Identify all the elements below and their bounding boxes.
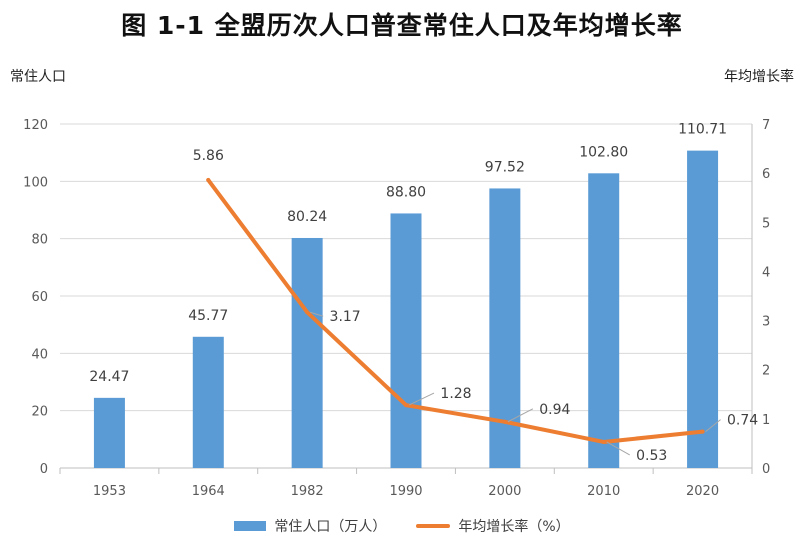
leader-line <box>309 311 324 317</box>
legend-item-growth: 年均增长率（%） <box>416 516 570 536</box>
legend: 常住人口（万人） 年均增长率（%） <box>0 516 804 536</box>
line-data-label: 3.17 <box>330 309 361 325</box>
y-right-tick-label: 2 <box>762 364 770 379</box>
leader-line <box>507 408 534 423</box>
y-left-tick-label: 60 <box>31 290 48 305</box>
bar <box>390 213 422 468</box>
growth-rate-point <box>206 178 211 183</box>
x-tick-label: 1953 <box>93 484 126 499</box>
line-data-label: 0.53 <box>636 448 667 464</box>
y-left-tick-label: 20 <box>31 405 48 420</box>
y-right-tick-label: 0 <box>762 462 770 477</box>
y-right-tick-label: 3 <box>762 315 770 330</box>
line-data-label: 5.86 <box>193 148 224 164</box>
line-data-label: 0.94 <box>539 402 570 418</box>
chart-title: 图 1-1 全盟历次人口普查常住人口及年均增长率 <box>121 11 683 40</box>
y-left-tick-label: 40 <box>31 347 48 362</box>
bar <box>489 188 521 468</box>
x-tick-label: 2000 <box>488 484 521 499</box>
bar-data-label: 97.52 <box>485 159 525 175</box>
y-left-tick-label: 0 <box>40 462 48 477</box>
y-left-tick-label: 80 <box>31 233 48 248</box>
legend-label-population: 常住人口（万人） <box>274 519 387 535</box>
bar-data-label: 24.47 <box>89 369 129 385</box>
legend-label-growth: 年均增长率（%） <box>458 519 570 535</box>
x-tick-label: 2020 <box>686 484 719 499</box>
x-tick-label: 2010 <box>587 484 620 499</box>
leader-line <box>606 441 630 456</box>
y-right-tick-label: 1 <box>762 413 770 428</box>
bar <box>588 173 620 468</box>
growth-rate-line <box>206 178 705 444</box>
y-right-tick-label: 6 <box>762 167 770 182</box>
y-right-tick-label: 5 <box>762 216 770 231</box>
growth-rate-point <box>601 439 606 444</box>
bar <box>192 336 224 468</box>
line-data-label: 1.28 <box>440 386 471 402</box>
y-right-tick-label: 4 <box>762 265 770 280</box>
x-tick-label: 1964 <box>192 484 225 499</box>
growth-rate-point <box>502 419 507 424</box>
growth-rate-point <box>305 310 310 315</box>
bar-data-label: 102.80 <box>579 144 628 160</box>
bar <box>93 397 125 468</box>
y-right-tick-label: 7 <box>762 118 770 133</box>
growth-rate-point <box>404 403 408 408</box>
bar-data-label: 110.71 <box>678 122 727 138</box>
legend-line-swatch <box>416 524 451 528</box>
line-data-label: 0.74 <box>727 413 758 429</box>
legend-bar-swatch <box>234 521 267 531</box>
bar-data-label: 80.24 <box>287 209 327 225</box>
x-tick-label: 1990 <box>389 484 422 499</box>
leader-line <box>705 419 721 433</box>
bar <box>291 237 323 468</box>
right-axis-title: 年均增长率 <box>724 69 794 85</box>
bar-data-label: 88.80 <box>386 184 426 200</box>
leader-line <box>408 392 435 406</box>
bar <box>687 150 719 468</box>
left-axis-title: 常住人口 <box>10 69 66 85</box>
bar-data-label: 45.77 <box>188 308 228 324</box>
y-left-tick-label: 100 <box>23 175 48 190</box>
x-tick-label: 1982 <box>291 484 324 499</box>
growth-rate-point <box>700 429 705 434</box>
y-left-tick-label: 120 <box>23 118 48 133</box>
legend-item-population: 常住人口（万人） <box>234 516 386 536</box>
